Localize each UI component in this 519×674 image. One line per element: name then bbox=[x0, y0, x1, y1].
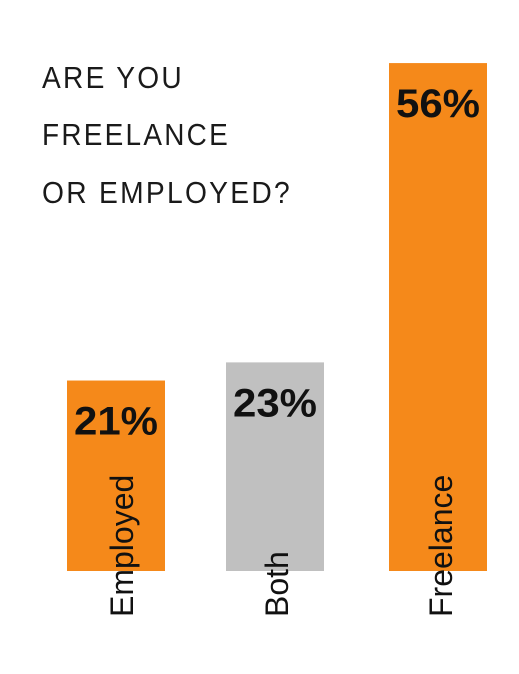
bar-freelance bbox=[389, 63, 487, 572]
title-line-3: OR EMPLOYED? bbox=[42, 175, 292, 210]
bars-layer: 21% Employed 23% Both 56% Freelance bbox=[67, 63, 487, 617]
bar-group-employed: 21% Employed bbox=[67, 380, 165, 617]
bar-employed bbox=[67, 380, 165, 571]
category-label-employed: Employed bbox=[104, 475, 140, 617]
bar-both bbox=[226, 362, 324, 571]
title-line-2: FREELANCE bbox=[42, 117, 230, 152]
category-label-both: Both bbox=[259, 551, 295, 617]
category-label-freelance: Freelance bbox=[423, 475, 459, 617]
value-label-employed: 21% bbox=[74, 400, 158, 444]
title-line-1: ARE YOU bbox=[42, 60, 184, 95]
value-label-both: 23% bbox=[233, 381, 317, 425]
chart-title: ARE YOU FREELANCE OR EMPLOYED? bbox=[42, 60, 292, 210]
bar-group-freelance: 56% Freelance bbox=[389, 63, 487, 617]
value-label-freelance: 56% bbox=[396, 82, 480, 126]
bar-group-both: 23% Both bbox=[226, 362, 324, 617]
